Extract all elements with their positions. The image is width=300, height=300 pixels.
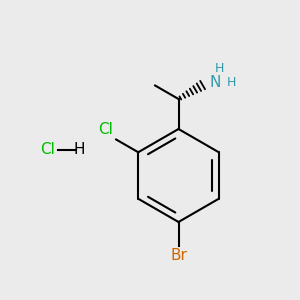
Text: H: H	[215, 62, 224, 75]
Text: H: H	[74, 142, 85, 158]
Text: Br: Br	[170, 248, 187, 263]
Text: Cl: Cl	[98, 122, 112, 137]
Text: N: N	[210, 75, 221, 90]
Text: H: H	[227, 76, 236, 89]
Text: Cl: Cl	[40, 142, 56, 158]
